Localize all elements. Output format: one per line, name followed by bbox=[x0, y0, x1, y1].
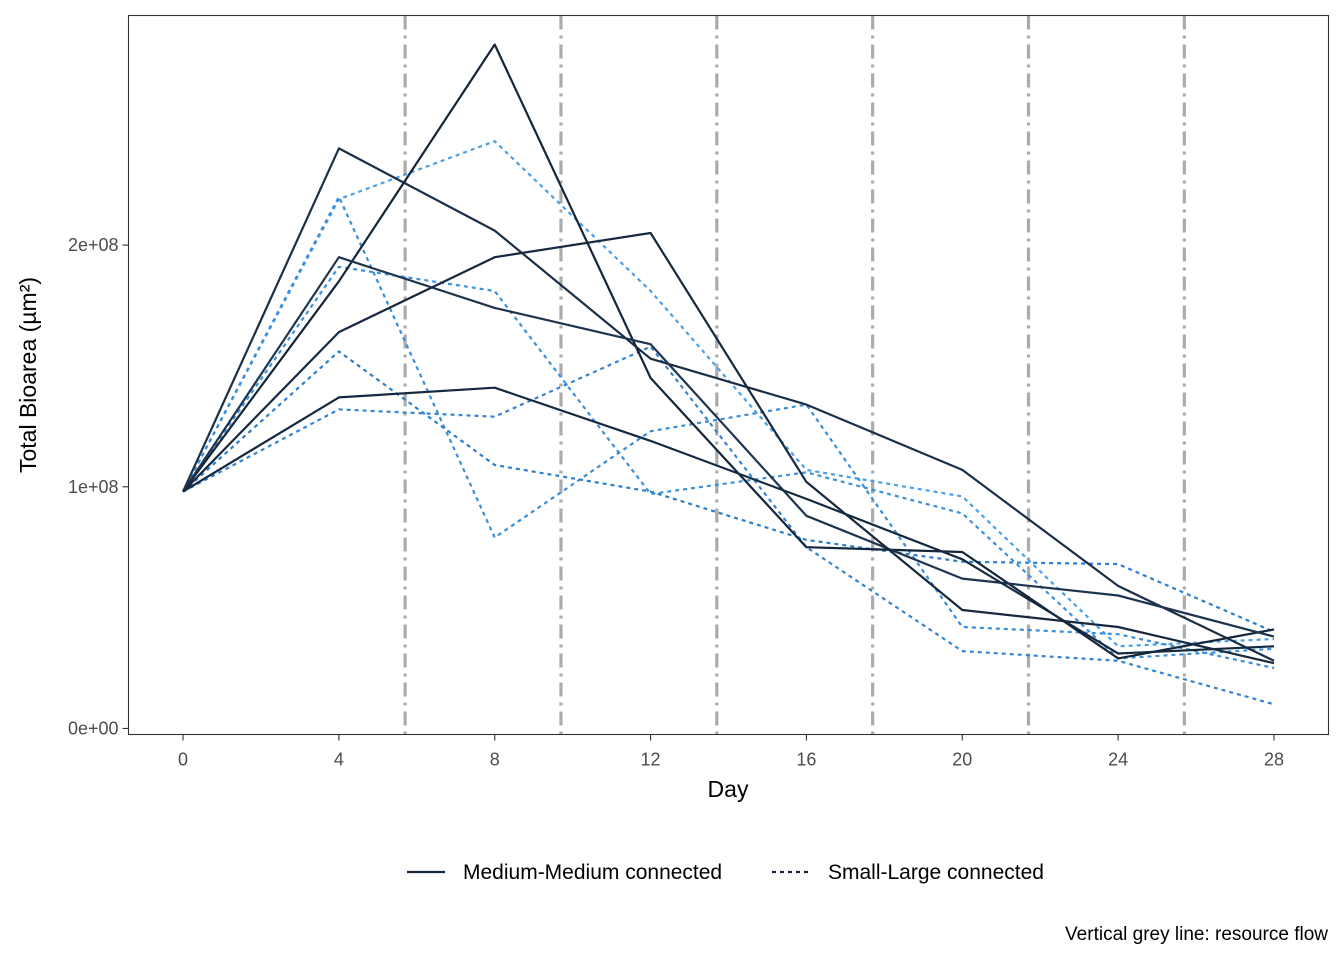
series-line-10 bbox=[182, 345, 1275, 706]
y-axis-title: Total Bioarea (µm²) bbox=[15, 277, 41, 473]
legend-label-medium-medium: Medium-Medium connected bbox=[463, 861, 722, 884]
x-tick-label-4: 16 bbox=[796, 750, 816, 770]
x-tick-label-1: 4 bbox=[334, 750, 344, 770]
x-axis-title: Day bbox=[708, 776, 749, 802]
series-line-7 bbox=[182, 195, 1275, 670]
x-tick-label-7: 28 bbox=[1264, 750, 1284, 770]
series-line-9 bbox=[182, 350, 1275, 633]
series-line-1 bbox=[181, 147, 1275, 662]
x-tick-label-3: 12 bbox=[641, 750, 661, 770]
series-line-3 bbox=[182, 256, 1275, 638]
legend: Medium-Medium connected Small-Large conn… bbox=[407, 861, 1044, 884]
y-tick-label-0: 0e+00 bbox=[68, 718, 119, 738]
resource-flow-lines bbox=[403, 15, 1186, 735]
legend-label-small-large: Small-Large connected bbox=[828, 861, 1044, 884]
x-tick-label-6: 24 bbox=[1108, 750, 1128, 770]
caption: Vertical grey line: resource flow bbox=[1065, 924, 1328, 945]
x-tick-label-0: 0 bbox=[178, 750, 188, 770]
y-tick-label-2: 2e+08 bbox=[68, 235, 119, 255]
series-line-4 bbox=[182, 231, 1275, 665]
series-line-2 bbox=[182, 43, 1275, 660]
plot-panel-border bbox=[127, 14, 1330, 736]
x-tick-label-5: 20 bbox=[952, 750, 972, 770]
series-line-6 bbox=[182, 140, 1275, 648]
x-tick-label-2: 8 bbox=[490, 750, 500, 770]
series-line-8 bbox=[182, 265, 1275, 660]
series-layer bbox=[181, 43, 1275, 706]
series-line-5 bbox=[182, 386, 1275, 655]
y-axis: 0e+00 1e+08 2e+08 bbox=[68, 235, 129, 738]
x-axis: 0 4 8 12 16 20 24 28 bbox=[178, 734, 1284, 770]
y-tick-label-1: 1e+08 bbox=[68, 477, 119, 497]
